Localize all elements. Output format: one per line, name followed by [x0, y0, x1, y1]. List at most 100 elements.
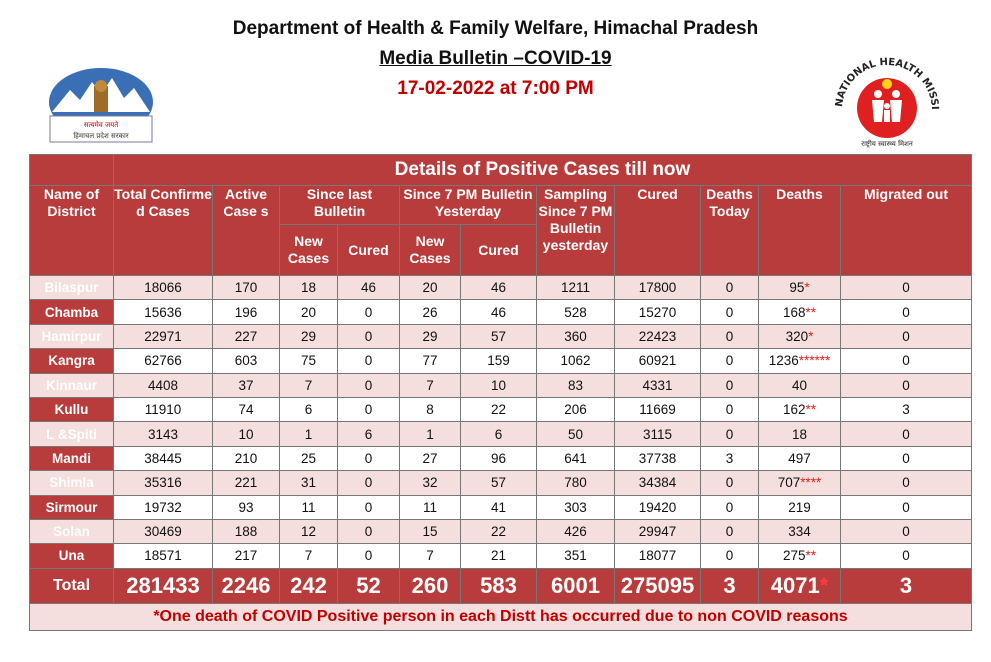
cell-active: 188 — [212, 518, 280, 545]
cell-total: 62766 — [113, 348, 213, 374]
district-row: Chamba 15636 196 20 0 26 46 528 15270 0 168** 0 — [29, 299, 972, 325]
district-row: Kangra 62766 603 75 0 77 159 1062 60921 0 1236****… — [29, 348, 972, 374]
cell-total: 15636 — [113, 299, 213, 325]
cell-y-cured: 22 — [460, 518, 537, 545]
header-deaths: Deaths — [758, 185, 841, 276]
cell-sampling: 1211 — [536, 274, 615, 301]
district-name: Kullu — [29, 396, 114, 423]
cell-y-new: 11 — [399, 494, 461, 520]
cell-cured: 4331 — [614, 372, 701, 398]
district-row: Solan 30469 188 12 0 15 22 426 29947 0 334 0 — [29, 518, 972, 545]
cell-y-cured: 22 — [460, 396, 537, 423]
cell-deaths: 1236****** — [758, 348, 841, 374]
total-cured-cell: 275095 — [614, 567, 701, 604]
cell-cured: 11669 — [614, 396, 701, 423]
cell-migrated: 0 — [840, 470, 972, 496]
himachal-emblem-logo: सत्यमेव जयते हिमाचल प्रदेश सरकार — [46, 64, 156, 146]
cell-total: 4408 — [113, 372, 213, 398]
cell-l-cured: 0 — [337, 299, 400, 325]
cell-sampling: 303 — [536, 494, 615, 520]
total-yesterday-cured-cell: 583 — [460, 567, 537, 604]
cell-total: 3143 — [113, 421, 213, 447]
cell-cured: 22423 — [614, 323, 701, 350]
cell-deaths-today: 0 — [700, 494, 759, 520]
district-row: Una 18571 217 7 0 7 21 351 18077 0 275** 0 — [29, 543, 972, 569]
cell-y-new: 26 — [399, 299, 461, 325]
cell-y-cured: 57 — [460, 323, 537, 350]
bulletin-date: 17-02-2022 at 7:00 PM — [397, 78, 594, 99]
total-last-cured-cell: 52 — [337, 567, 400, 604]
cell-migrated: 0 — [840, 518, 972, 545]
cell-l-new: 18 — [279, 274, 338, 301]
cell-cured: 17800 — [614, 274, 701, 301]
cell-y-new: 7 — [399, 372, 461, 398]
cell-deaths: 168** — [758, 299, 841, 325]
cell-deaths-today: 0 — [700, 299, 759, 325]
cell-y-cured: 96 — [460, 445, 537, 472]
cell-l-new: 20 — [279, 299, 338, 325]
cell-y-new: 77 — [399, 348, 461, 374]
cell-deaths-today: 0 — [700, 323, 759, 350]
cell-y-new: 27 — [399, 445, 461, 472]
cell-deaths: 497 — [758, 445, 841, 472]
cell-total: 30469 — [113, 518, 213, 545]
header-last-new-cases: New Cases — [279, 224, 338, 276]
cell-deaths: 162** — [758, 396, 841, 423]
cell-migrated: 3 — [840, 396, 972, 423]
cell-y-new: 29 — [399, 323, 461, 350]
cell-deaths: 334 — [758, 518, 841, 545]
header-migrated-out: Migrated out — [840, 185, 972, 276]
cell-active: 93 — [212, 494, 280, 520]
district-name: Mandi — [29, 445, 114, 472]
cell-y-new: 32 — [399, 470, 461, 496]
cell-deaths: 95* — [758, 274, 841, 301]
cell-migrated: 0 — [840, 274, 972, 301]
cell-deaths: 320* — [758, 323, 841, 350]
cell-sampling: 1062 — [536, 348, 615, 374]
total-sampling-cell: 6001 — [536, 567, 615, 604]
cell-l-new: 1 — [279, 421, 338, 447]
deaths-value: 334 — [788, 524, 811, 540]
district-row: Hamirpur 22971 227 29 0 29 57 360 22423 0 320* 0 — [29, 323, 972, 350]
header-yesterday-cured: Cured — [460, 224, 537, 276]
total-deaths-marker: * — [819, 572, 829, 598]
cell-sampling: 426 — [536, 518, 615, 545]
positive-cases-table: Details of Positive Cases till now Name … — [29, 154, 972, 631]
district-row: Bilaspur 18066 170 18 46 20 46 1211 17800 0 95* 0 — [29, 274, 972, 301]
deaths-value: 497 — [788, 450, 811, 466]
bulletin-title: Media Bulletin –COVID-19 — [379, 48, 612, 69]
cell-l-new: 7 — [279, 543, 338, 569]
cell-l-new: 12 — [279, 518, 338, 545]
positive-cases-table-container: Details of Positive Cases till now Name … — [29, 154, 972, 631]
cell-deaths: 707**** — [758, 470, 841, 496]
cell-deaths: 40 — [758, 372, 841, 398]
cell-deaths: 219 — [758, 494, 841, 520]
cell-y-cured: 46 — [460, 274, 537, 301]
cell-l-cured: 0 — [337, 543, 400, 569]
cell-deaths-today: 0 — [700, 518, 759, 545]
cell-cured: 37738 — [614, 445, 701, 472]
header-last-cured: Cured — [337, 224, 400, 276]
cell-l-new: 25 — [279, 445, 338, 472]
cell-l-cured: 0 — [337, 494, 400, 520]
cell-active: 227 — [212, 323, 280, 350]
cell-migrated: 0 — [840, 323, 972, 350]
cell-cured: 29947 — [614, 518, 701, 545]
cell-deaths-today: 0 — [700, 543, 759, 569]
cell-total: 19732 — [113, 494, 213, 520]
deaths-marker: * — [808, 328, 814, 344]
cell-y-cured: 57 — [460, 470, 537, 496]
header-since-last-bulletin: Since last Bulletin — [279, 185, 400, 225]
cell-migrated: 0 — [840, 494, 972, 520]
svg-text:राष्ट्रीय स्वास्थ्य मिशन: राष्ट्रीय स्वास्थ्य मिशन — [861, 139, 913, 148]
cell-deaths-today: 3 — [700, 445, 759, 472]
cell-deaths: 18 — [758, 421, 841, 447]
district-name: Solan — [29, 518, 114, 545]
cell-cured: 19420 — [614, 494, 701, 520]
cell-l-cured: 0 — [337, 372, 400, 398]
cell-l-cured: 46 — [337, 274, 400, 301]
district-row: L &Spiti 3143 10 1 6 1 6 50 3115 0 18 0 — [29, 421, 972, 447]
total-deaths-today-cell: 3 — [700, 567, 759, 604]
cell-l-new: 7 — [279, 372, 338, 398]
cell-y-new: 15 — [399, 518, 461, 545]
